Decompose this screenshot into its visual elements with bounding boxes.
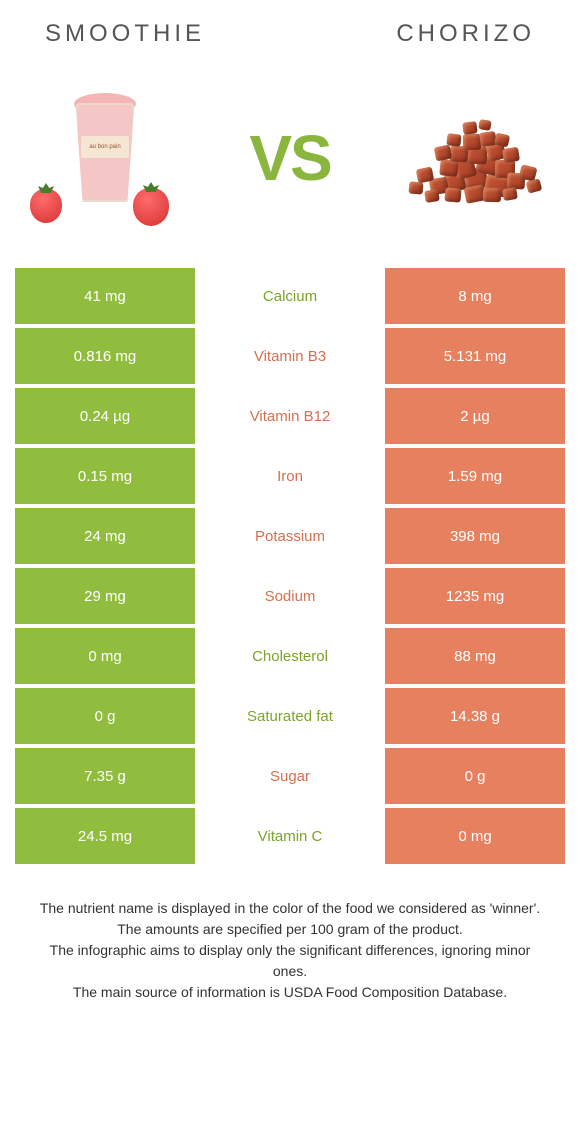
footer-notes: The nutrient name is displayed in the co…	[15, 868, 565, 1033]
cell-right-value: 8 mg	[385, 268, 565, 324]
cell-nutrient-label: Vitamin C	[195, 808, 385, 864]
table-row: 0 mgCholesterol88 mg	[15, 628, 565, 684]
cell-nutrient-label: Calcium	[195, 268, 385, 324]
table-row: 24.5 mgVitamin C0 mg	[15, 808, 565, 864]
footer-line: The infographic aims to display only the…	[35, 940, 545, 982]
cell-nutrient-label: Vitamin B12	[195, 388, 385, 444]
cell-right-value: 14.38 g	[385, 688, 565, 744]
table-row: 0.15 mgIron1.59 mg	[15, 448, 565, 504]
cell-right-value: 5.131 mg	[385, 328, 565, 384]
cell-right-value: 1.59 mg	[385, 448, 565, 504]
cell-left-value: 24.5 mg	[15, 808, 195, 864]
cell-nutrient-label: Saturated fat	[195, 688, 385, 744]
cell-nutrient-label: Sodium	[195, 568, 385, 624]
table-row: 0 gSaturated fat14.38 g	[15, 688, 565, 744]
table-row: 29 mgSodium1235 mg	[15, 568, 565, 624]
header-title-left: SMOOTHIE	[45, 20, 205, 48]
cell-nutrient-label: Sugar	[195, 748, 385, 804]
footer-line: The main source of information is USDA F…	[35, 982, 545, 1003]
images-row: au bon pain VS	[15, 68, 565, 268]
table-row: 24 mgPotassium398 mg	[15, 508, 565, 564]
table-row: 7.35 gSugar0 g	[15, 748, 565, 804]
cell-nutrient-label: Potassium	[195, 508, 385, 564]
cell-left-value: 0 mg	[15, 628, 195, 684]
table-row: 41 mgCalcium8 mg	[15, 268, 565, 324]
cell-left-value: 29 mg	[15, 568, 195, 624]
table-row: 0.24 µgVitamin B122 µg	[15, 388, 565, 444]
vs-label: VS	[249, 121, 330, 195]
cell-left-value: 41 mg	[15, 268, 195, 324]
cell-right-value: 88 mg	[385, 628, 565, 684]
cell-nutrient-label: Cholesterol	[195, 628, 385, 684]
table-row: 0.816 mgVitamin B35.131 mg	[15, 328, 565, 384]
header: SMOOTHIE CHORIZO	[15, 20, 565, 68]
cell-left-value: 24 mg	[15, 508, 195, 564]
nutrition-table: 41 mgCalcium8 mg0.816 mgVitamin B35.131 …	[15, 268, 565, 864]
smoothie-image: au bon pain	[25, 88, 185, 228]
cell-nutrient-label: Vitamin B3	[195, 328, 385, 384]
cell-left-value: 0 g	[15, 688, 195, 744]
cell-nutrient-label: Iron	[195, 448, 385, 504]
infographic-container: SMOOTHIE CHORIZO au bon pain VS 41 mgCal…	[0, 0, 580, 1053]
cell-right-value: 1235 mg	[385, 568, 565, 624]
cell-left-value: 0.24 µg	[15, 388, 195, 444]
cell-left-value: 0.15 mg	[15, 448, 195, 504]
cell-left-value: 0.816 mg	[15, 328, 195, 384]
header-title-right: CHORIZO	[396, 20, 535, 48]
cell-right-value: 0 mg	[385, 808, 565, 864]
chorizo-image	[395, 88, 555, 228]
cell-right-value: 2 µg	[385, 388, 565, 444]
footer-line: The nutrient name is displayed in the co…	[35, 898, 545, 919]
cell-left-value: 7.35 g	[15, 748, 195, 804]
cell-right-value: 0 g	[385, 748, 565, 804]
cell-right-value: 398 mg	[385, 508, 565, 564]
footer-line: The amounts are specified per 100 gram o…	[35, 919, 545, 940]
